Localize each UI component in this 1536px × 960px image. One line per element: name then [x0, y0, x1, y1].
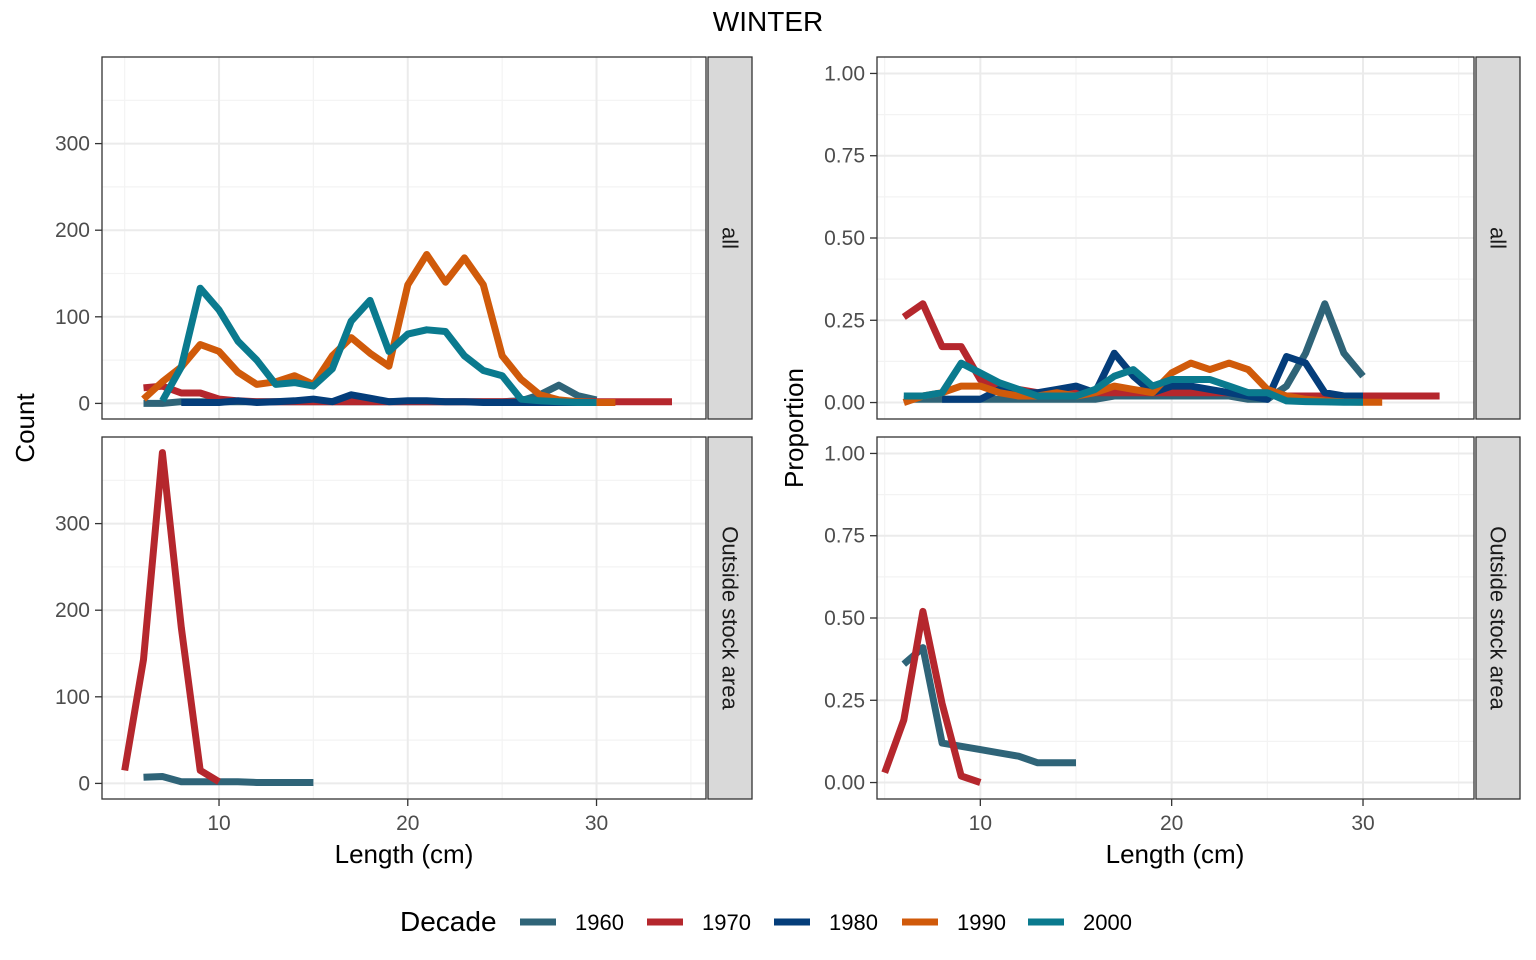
legend-label-2000: 2000	[1083, 910, 1132, 935]
facet-strip	[1475, 56, 1521, 420]
legend-item-1990: 1990	[902, 910, 1006, 935]
series-line-2000	[159, 284, 597, 406]
legend-item-1980: 1980	[774, 910, 878, 935]
series-line-1960	[901, 644, 1076, 767]
facet-strip	[1475, 436, 1521, 800]
facet-strip	[707, 56, 753, 420]
legend-label-1970: 1970	[702, 910, 751, 935]
legend-title: Decade	[400, 906, 497, 937]
y-axis-title-proportion: Proportion	[779, 368, 809, 488]
series-line-1990	[141, 251, 616, 406]
panel-1: 0 100 200 300 all	[55, 56, 753, 420]
panel-border	[101, 436, 707, 800]
y-tick-label: 300	[55, 513, 90, 536]
legend-item-2000: 2000	[1028, 910, 1132, 935]
panel-4: 0.00 0.25 0.50 0.75 1.00 10 20 30 Outside stock …	[824, 436, 1521, 835]
facet-strip-label: all	[718, 227, 743, 249]
facet-strip-label: Outside stock area	[1486, 526, 1511, 710]
legend-label-1990: 1990	[957, 910, 1006, 935]
y-tick-label: 1.00	[824, 62, 865, 85]
y-tick-label: 0.50	[824, 227, 865, 250]
y-tick-label: 0.75	[824, 525, 865, 548]
x-axis-title-proportion: Length (cm)	[1106, 839, 1245, 869]
x-tick-label: 30	[1351, 812, 1374, 835]
y-tick-label: 0.00	[824, 772, 865, 795]
y-tick-label: 0.50	[824, 607, 865, 630]
panel-background	[102, 437, 706, 799]
y-tick-label: 0.00	[824, 392, 865, 415]
series-line-2000	[903, 359, 1363, 406]
x-axis-title-count: Length (cm)	[335, 839, 474, 869]
facet-strip-label: Outside stock area	[718, 526, 743, 710]
series-line-1960	[143, 773, 314, 786]
x-tick-label: 10	[969, 812, 992, 835]
series-line-1970	[881, 607, 982, 786]
y-tick-label: 0.75	[824, 145, 865, 168]
y-tick-label: 100	[55, 686, 90, 709]
y-tick-label: 1.00	[824, 442, 865, 465]
y-tick-label: 100	[55, 306, 90, 329]
series-line-1970	[121, 449, 221, 785]
y-tick-label: 200	[55, 219, 90, 242]
y-tick-label: 0.25	[824, 309, 865, 332]
legend-label-1960: 1960	[575, 910, 624, 935]
x-tick-label: 20	[1160, 812, 1183, 835]
legend: Decade 1960 1970 1980 1990 2000	[400, 906, 1132, 937]
panel-background	[102, 57, 706, 419]
x-tick-label: 20	[396, 812, 419, 835]
plot-title: WINTER	[713, 6, 823, 37]
legend-label-1980: 1980	[829, 910, 878, 935]
y-tick-label: 200	[55, 599, 90, 622]
y-tick-label: 300	[55, 133, 90, 156]
panel-border	[101, 56, 707, 420]
panel-3: 0.00 0.25 0.50 0.75 1.00 all	[824, 56, 1521, 420]
panel-2: 0 100 200 300 10 20 30 Outside stock area	[55, 436, 753, 835]
x-tick-label: 10	[207, 812, 230, 835]
facet-strip	[707, 436, 753, 800]
y-tick-label: 0	[78, 772, 90, 795]
x-tick-label: 30	[585, 812, 608, 835]
legend-item-1960: 1960	[520, 910, 624, 935]
y-tick-label: 0.25	[824, 689, 865, 712]
y-tick-label: 0	[78, 392, 90, 415]
facet-strip-label: all	[1486, 227, 1511, 249]
panels-layer: 0 100 200 300 all 0 100 200 300 10 20 30 Outside sto…	[55, 56, 1521, 835]
y-axis-title-count: Count	[10, 393, 40, 463]
legend-item-1970: 1970	[647, 910, 751, 935]
